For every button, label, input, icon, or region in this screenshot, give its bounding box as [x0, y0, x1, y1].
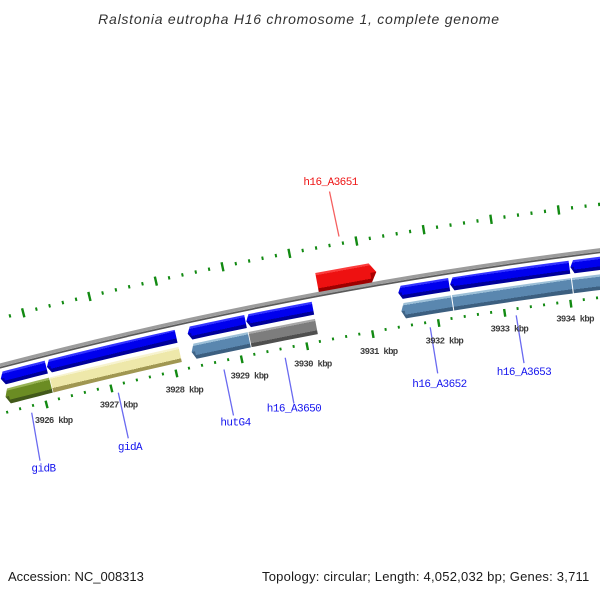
svg-text:3932 kbp: 3932 kbp: [426, 337, 464, 347]
svg-text:3928 kbp: 3928 kbp: [166, 386, 204, 396]
svg-text:h16_A3651: h16_A3651: [303, 177, 358, 189]
svg-text:gidA: gidA: [118, 442, 143, 454]
svg-text:h16_A3653: h16_A3653: [497, 367, 551, 379]
svg-text:h16_A3652: h16_A3652: [412, 379, 466, 391]
svg-text:3929 kbp: 3929 kbp: [231, 372, 269, 382]
svg-text:3926 kbp: 3926 kbp: [35, 416, 73, 426]
svg-text:Topology: circular; Length: 4,: Topology: circular; Length: 4,052,032 bp…: [262, 569, 589, 584]
svg-text:3927 kbp: 3927 kbp: [100, 401, 138, 411]
svg-text:3930 kbp: 3930 kbp: [294, 360, 332, 370]
svg-text:Ralstonia eutropha H16 chromos: Ralstonia eutropha H16 chromosome 1, com…: [98, 11, 500, 27]
svg-text:Accession: NC_008313: Accession: NC_008313: [8, 569, 144, 584]
svg-text:3931 kbp: 3931 kbp: [360, 347, 398, 357]
svg-text:gidB: gidB: [31, 464, 56, 476]
svg-text:h16_A3650: h16_A3650: [267, 404, 321, 416]
svg-text:3933 kbp: 3933 kbp: [491, 325, 529, 335]
svg-text:hutG4: hutG4: [220, 418, 251, 430]
svg-text:3934 kbp: 3934 kbp: [556, 315, 594, 325]
